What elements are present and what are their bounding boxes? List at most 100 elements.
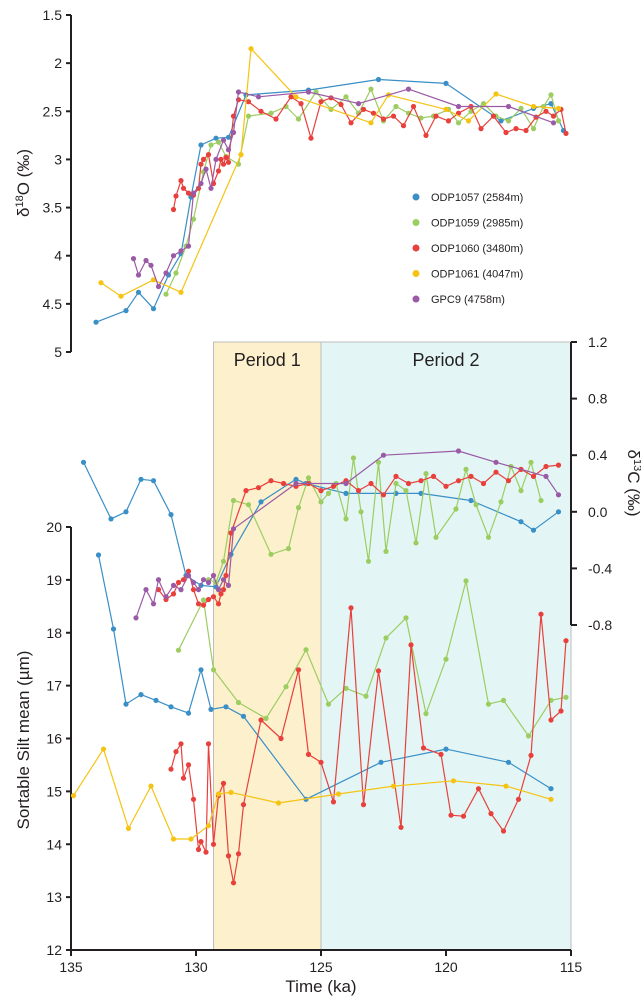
d18o-point-odp1060: [273, 116, 279, 122]
d13c-point-odp1060: [223, 572, 229, 579]
silt-point-odp1059: [500, 697, 507, 704]
silt-point-odp1059: [283, 684, 289, 690]
silt-point-odp1060: [295, 667, 302, 673]
d13c-point-gpc9: [293, 480, 299, 487]
d18o-point-gpc9: [143, 257, 149, 264]
d18o-point-odp1061: [443, 106, 449, 112]
silt-point-odp1057: [153, 697, 159, 704]
silt-point-odp1061: [170, 836, 177, 842]
d13c-point-odp1060: [330, 483, 337, 489]
d18o-point-odp1057: [443, 80, 449, 86]
d18o-point-odp1060: [218, 156, 224, 162]
silt-y-tick-label: 20: [46, 519, 62, 535]
d18o-point-odp1060: [200, 156, 207, 162]
legend-label-gpc9: GPC9 (4758m): [431, 294, 505, 306]
silt-point-odp1057: [443, 746, 449, 752]
d18o-y-tick-label: 2: [54, 55, 62, 71]
legend-label-odp1061: ODP1061 (4047m): [431, 269, 523, 281]
silt-point-odp1060: [548, 717, 554, 723]
d13c-point-gpc9: [155, 577, 162, 583]
d13c-y-tick-label: 0.0: [588, 504, 608, 520]
d13c-point-gpc9: [190, 579, 197, 586]
d13c-point-gpc9: [133, 615, 139, 621]
d18o-point-odp1061: [493, 91, 499, 97]
silt-series-odp1061: [70, 746, 554, 842]
d18o-point-gpc9: [155, 283, 162, 290]
d18o-point-odp1059: [268, 110, 274, 116]
d13c-point-odp1060: [205, 596, 212, 603]
silt-point-odp1061: [148, 783, 154, 789]
d13c-point-odp1060: [200, 602, 207, 608]
d13c-point-odp1057: [168, 511, 174, 518]
silt-point-odp1061: [100, 746, 107, 752]
d13c-point-odp1059: [518, 488, 524, 494]
d13c-point-gpc9: [343, 480, 349, 487]
silt-point-odp1060: [408, 642, 414, 648]
legend-marker-odp1061: [412, 270, 420, 277]
d13c-point-odp1060: [255, 485, 262, 491]
d18o-point-odp1060: [173, 193, 179, 199]
d18o-y-axis-title: δ18O (‰): [14, 149, 33, 217]
d13c-point-odp1060: [393, 473, 399, 479]
silt-point-odp1060: [438, 751, 444, 758]
d13c-point-odp1060: [430, 473, 437, 479]
d13c-y-axis-title-sup: 13: [631, 459, 641, 471]
d18o-point-odp1060: [308, 135, 314, 141]
d18o-point-odp1057: [375, 76, 382, 83]
d13c-point-odp1057: [150, 478, 157, 484]
silt-point-odp1060: [220, 780, 227, 787]
silt-line-odp1057: [97, 554, 552, 800]
d13c-point-odp1059: [295, 505, 302, 511]
silt-point-odp1061: [70, 793, 77, 799]
silt-point-odp1057: [95, 552, 102, 558]
d13c-y-tick-label: 0.8: [588, 391, 608, 407]
silt-point-odp1060: [173, 749, 179, 755]
d18o-point-odp1059: [530, 126, 537, 132]
silt-point-odp1061: [390, 783, 397, 789]
d18o-point-gpc9: [255, 94, 262, 100]
d13c-point-odp1060: [218, 591, 224, 597]
silt-y-tick-label: 17: [46, 678, 62, 694]
d13c-point-gpc9: [380, 452, 387, 458]
silt-point-odp1060: [178, 741, 184, 747]
d13c-point-gpc9: [543, 473, 549, 479]
d18o-point-odp1057: [213, 135, 219, 141]
silt-point-odp1061: [188, 836, 194, 842]
d13c-point-odp1060: [530, 473, 537, 479]
d13c-point-gpc9: [170, 582, 177, 589]
d18o-point-odp1060: [513, 126, 519, 132]
d18o-point-odp1060: [523, 127, 529, 134]
d13c-point-odp1059: [325, 490, 332, 496]
silt-y-tick-label: 15: [46, 783, 62, 799]
d13c-point-odp1060: [555, 462, 562, 468]
d13c-y-axis-title: δ13C (‰): [624, 449, 641, 516]
d13c-point-odp1060: [380, 492, 387, 498]
d18o-point-odp1059: [355, 110, 362, 116]
d13c-point-odp1060: [170, 591, 177, 597]
d13c-point-odp1057: [530, 527, 537, 533]
d13c-series-gpc9: [133, 448, 562, 621]
d18o-point-gpc9: [550, 120, 557, 126]
d18o-point-odp1060: [550, 113, 557, 119]
silt-y-tick-label: 18: [46, 625, 62, 641]
silt-point-odp1060: [460, 813, 467, 819]
d18o-series-odp1060: [170, 94, 569, 213]
d18o-point-odp1060: [370, 110, 377, 116]
d18o-point-odp1060: [390, 113, 397, 119]
d13c-point-gpc9: [143, 587, 149, 593]
d18o-point-odp1061: [118, 293, 124, 299]
d18o-point-gpc9: [405, 86, 412, 92]
d18o-point-gpc9: [148, 262, 154, 268]
d13c-line-gpc9: [135, 450, 559, 619]
d13c-point-gpc9: [493, 459, 499, 465]
d18o-point-gpc9: [170, 253, 177, 259]
silt-point-odp1057: [223, 704, 229, 710]
d13c-point-odp1059: [473, 502, 479, 508]
silt-point-odp1060: [230, 880, 237, 886]
d18o-point-odp1059: [540, 103, 547, 110]
d13c-point-gpc9: [205, 579, 212, 586]
silt-point-odp1059: [443, 656, 449, 662]
d18o-point-gpc9: [355, 101, 362, 107]
silt-point-odp1061: [275, 800, 282, 806]
